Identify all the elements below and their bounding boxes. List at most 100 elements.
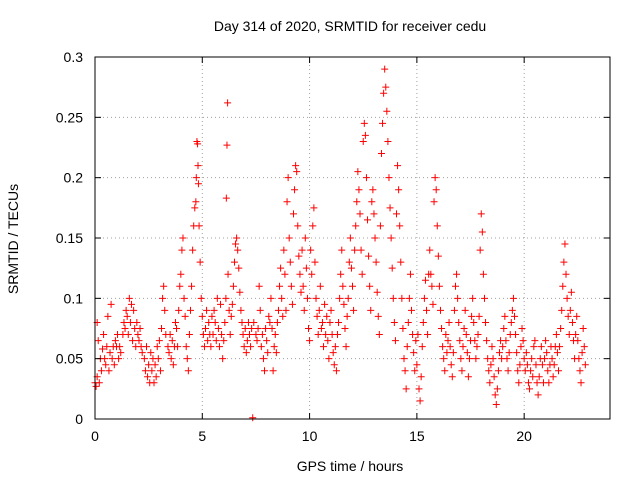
data-point [489, 355, 497, 363]
data-point [115, 355, 123, 363]
data-point [339, 282, 347, 290]
data-point [333, 331, 341, 339]
data-point [106, 349, 114, 357]
data-point [247, 343, 255, 351]
data-point [178, 246, 186, 254]
data-point [479, 270, 487, 278]
data-point [445, 318, 453, 326]
data-point [439, 343, 447, 351]
data-point [152, 373, 160, 381]
data-point [249, 414, 257, 422]
data-point [329, 349, 337, 357]
data-point [447, 361, 455, 369]
data-point [442, 331, 450, 339]
data-point [514, 367, 522, 375]
data-point [359, 137, 367, 145]
data-point [578, 349, 586, 357]
data-point [487, 361, 495, 369]
data-point [184, 367, 192, 375]
data-point [188, 282, 196, 290]
data-point [396, 222, 404, 230]
data-point [501, 312, 509, 320]
data-point [219, 355, 227, 363]
data-point [248, 325, 256, 332]
data-point [166, 331, 174, 339]
data-point [394, 162, 402, 170]
data-point [265, 312, 273, 320]
data-point [361, 131, 369, 139]
data-point [289, 210, 297, 218]
data-point [302, 264, 310, 272]
data-point [123, 312, 131, 320]
data-point [444, 337, 452, 345]
data-point [420, 294, 428, 302]
data-point [516, 361, 524, 369]
data-point [183, 355, 191, 363]
data-point [125, 294, 133, 302]
data-point [253, 337, 261, 345]
data-point [326, 318, 334, 326]
data-point [372, 258, 380, 266]
data-point [314, 331, 322, 339]
data-point [492, 401, 500, 409]
data-point [563, 294, 571, 302]
data-point [136, 325, 144, 332]
data-point [263, 337, 271, 345]
data-point [360, 119, 368, 127]
data-point [121, 325, 129, 332]
data-point [515, 379, 523, 387]
data-point [226, 331, 234, 339]
data-point [500, 325, 508, 332]
data-point [238, 318, 246, 326]
data-point [553, 349, 561, 357]
data-point [452, 282, 459, 290]
data-point [107, 300, 115, 308]
data-point [386, 204, 394, 212]
data-point [167, 355, 175, 363]
data-point [404, 318, 412, 326]
data-point [204, 337, 212, 345]
data-point [549, 373, 557, 381]
data-point [202, 325, 210, 332]
data-point [228, 300, 236, 308]
data-point [457, 355, 465, 363]
data-point [181, 312, 189, 320]
data-point [558, 306, 566, 314]
data-point [356, 210, 364, 218]
data-point [576, 367, 584, 375]
data-point [212, 337, 220, 345]
data-point [533, 379, 541, 387]
data-point [95, 379, 103, 387]
data-point [223, 141, 231, 149]
data-point [154, 355, 162, 363]
data-point [92, 382, 100, 390]
data-point [564, 312, 572, 320]
data-point [462, 331, 470, 339]
data-point [291, 186, 299, 194]
data-point [134, 331, 142, 339]
data-point [377, 150, 385, 158]
data-point [424, 331, 432, 339]
data-point [470, 318, 478, 326]
data-point [414, 331, 422, 339]
data-point [548, 355, 556, 363]
data-point [513, 349, 521, 357]
data-point [310, 204, 318, 212]
data-point [266, 318, 274, 326]
data-point [126, 318, 134, 326]
data-point [384, 137, 392, 145]
data-point [532, 361, 540, 369]
data-point [232, 240, 240, 248]
data-point [268, 325, 276, 332]
data-point [575, 355, 583, 363]
data-point [579, 325, 587, 332]
data-point [400, 355, 408, 363]
data-point [423, 306, 431, 314]
data-point [116, 343, 124, 351]
data-point [381, 65, 389, 73]
data-point [349, 282, 356, 290]
data-point [574, 337, 582, 345]
data-point [421, 276, 429, 284]
data-point [367, 306, 375, 314]
